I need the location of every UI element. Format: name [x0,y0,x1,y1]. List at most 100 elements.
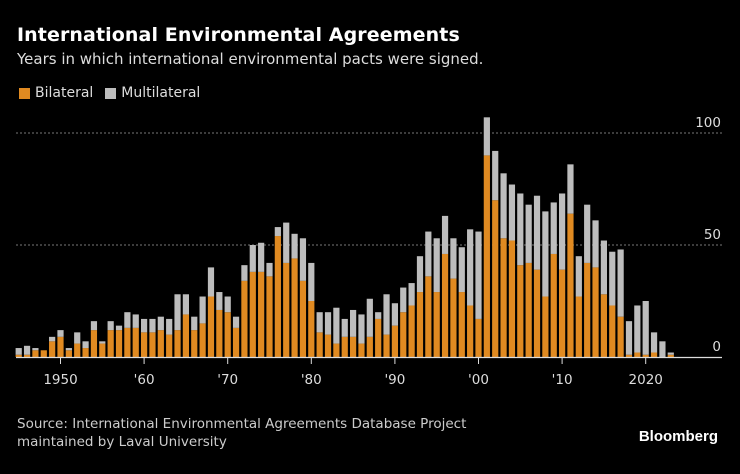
bar-bilateral-2008 [542,296,549,357]
bar-bilateral-1973 [249,271,256,357]
bar-bilateral-1946 [23,354,31,357]
bar-bilateral-1949 [49,341,56,357]
bar-multilateral-1975 [266,262,273,277]
bar-bilateral-1970 [224,312,231,357]
x-tick-label: '60 [134,372,155,388]
bar-bilateral-2021 [650,352,658,357]
bar-multilateral-1965 [182,294,189,315]
bar-bilateral-2009 [550,253,557,357]
bar-multilateral-1960 [141,318,148,333]
bar-multilateral-1971 [232,316,240,328]
bar-bilateral-2023 [667,354,674,357]
bar-multilateral-1950 [57,330,64,337]
bar-bilateral-1966 [191,330,198,357]
legend-item-bilateral: Bilateral [19,85,93,101]
bar-multilateral-1959 [132,314,139,328]
bar-multilateral-1962 [157,316,164,331]
bar-multilateral-1966 [191,316,198,331]
bar-multilateral-2023 [667,352,674,355]
source-line-2: maintained by Laval University [17,434,227,450]
y-tick-label: 50 [704,227,721,243]
bar-multilateral-1999 [467,229,474,306]
bar-bilateral-1961 [149,332,156,357]
bar-multilateral-1952 [74,332,81,344]
bar-bilateral-1984 [341,336,348,357]
bar-multilateral-2011 [567,164,574,214]
bar-multilateral-1986 [358,314,365,344]
y-tick-label: 100 [695,115,721,131]
bar-multilateral-1992 [408,283,415,306]
legend: Bilateral Multilateral [19,85,212,101]
bar-multilateral-1954 [90,321,98,331]
bar-bilateral-1956 [107,330,114,357]
bar-bilateral-1996 [441,253,449,357]
source-note: Source: International Environmental Agre… [17,415,466,451]
x-tick-label: '90 [384,372,405,388]
bar-bilateral-1950 [57,336,64,357]
bar-multilateral-1964 [174,294,181,331]
bar-bilateral-1959 [132,327,139,357]
bar-bilateral-2017 [617,316,624,357]
bloomberg-logo: Bloomberg [638,428,718,445]
bar-multilateral-1967 [199,296,206,324]
bar-multilateral-1984 [341,318,348,337]
bar-bilateral-2002 [492,200,499,357]
bar-bilateral-1972 [241,280,248,357]
bar-multilateral-1968 [207,267,215,297]
bar-bilateral-1948 [40,350,47,357]
bar-multilateral-1988 [375,312,382,319]
bar-bilateral-1962 [157,330,164,357]
y-tick-label: 0 [712,339,721,355]
bar-bilateral-1981 [316,332,323,357]
bar-multilateral-1972 [241,265,248,281]
bar-multilateral-1995 [433,238,440,293]
bar-multilateral-1956 [107,321,114,331]
bar-bilateral-2011 [567,213,574,357]
bar-bilateral-1991 [400,312,407,357]
bar-multilateral-2009 [550,202,557,254]
bar-multilateral-2020 [642,301,649,355]
bar-bilateral-1975 [266,276,273,357]
legend-label-multilateral: Multilateral [121,85,201,101]
bar-multilateral-1957 [115,325,123,331]
bar-bilateral-2020 [642,354,649,357]
bar-bilateral-1963 [166,334,173,357]
bar-bilateral-1976 [274,236,281,357]
bar-multilateral-1953 [82,341,89,349]
bar-bilateral-1987 [366,336,373,357]
bar-bilateral-2006 [525,262,532,357]
x-tick-label: '70 [217,372,238,388]
legend-swatch-multilateral [105,87,117,99]
bar-multilateral-1997 [450,238,457,279]
bar-bilateral-1989 [383,334,390,357]
chart-title: International Environmental Agreements [17,24,460,46]
bar-multilateral-1983 [333,307,340,344]
bar-multilateral-2017 [617,249,624,317]
bar-bilateral-1954 [90,330,98,357]
x-axis: 1950 '60 '70 '80 '90 '00 '10 2020 [16,356,722,388]
bar-multilateral-2012 [575,256,582,297]
bar-multilateral-2001 [483,117,490,156]
bar-multilateral-1981 [316,312,323,333]
bar-multilateral-1958 [124,312,131,328]
bar-bilateral-1964 [174,330,181,357]
x-tick-label: '10 [552,372,573,388]
bar-multilateral-2006 [525,204,532,263]
bar-bilateral-2016 [609,305,616,357]
bar-multilateral-2021 [650,332,658,353]
bar-bilateral-1988 [375,318,382,357]
bar-bilateral-1997 [450,278,457,357]
bar-bilateral-2019 [634,352,641,357]
bar-bilateral-1978 [291,258,298,357]
bar-multilateral-1974 [258,242,265,272]
bar-multilateral-1994 [425,231,432,277]
bar-multilateral-2008 [542,211,549,297]
bar-bilateral-1999 [467,305,474,357]
bar-multilateral-2004 [508,184,516,241]
bar-bilateral-1960 [141,332,148,357]
bar-multilateral-2019 [634,305,641,353]
bar-bilateral-2015 [600,294,607,357]
bar-multilateral-1982 [324,312,332,335]
bar-multilateral-1976 [274,227,281,237]
